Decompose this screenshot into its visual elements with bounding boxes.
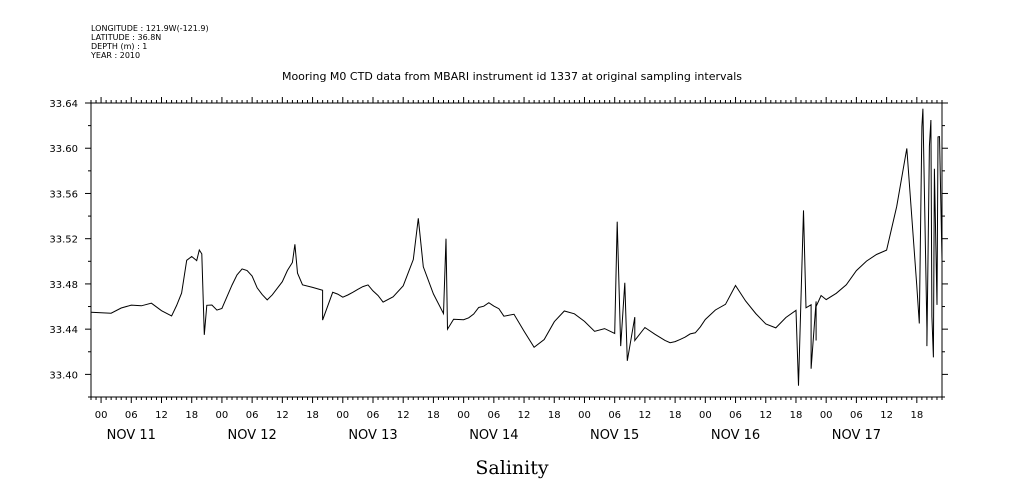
y-tick-label: 33.60 — [49, 144, 78, 155]
x-day-label: NOV 11 — [107, 428, 156, 443]
plot-frame — [90, 102, 943, 398]
x-hour-label: 12 — [759, 410, 772, 421]
x-hour-label: 06 — [367, 410, 380, 421]
y-tick-label: 33.44 — [49, 325, 78, 336]
x-hour-label: 18 — [427, 410, 440, 421]
y-tick-label: 33.48 — [49, 280, 78, 291]
x-hour-label: 12 — [518, 410, 531, 421]
x-day-label: NOV 14 — [469, 428, 518, 443]
x-axis-labels: 00 06 12 18 NOV 11 00 06 12 18 NOV 12 00 06 12 18 NOV … — [95, 410, 923, 443]
x-day-label: NOV 15 — [590, 428, 639, 443]
x-hour-label: 18 — [306, 410, 319, 421]
x-hour-label: 18 — [790, 410, 803, 421]
x-hour-label: 00 — [336, 410, 349, 421]
x-hour-label: 18 — [910, 410, 923, 421]
x-hour-label: 06 — [125, 410, 138, 421]
x-hour-label: 18 — [669, 410, 682, 421]
x-hour-label: 12 — [880, 410, 893, 421]
chart-title: Mooring M0 CTD data from MBARI instrumen… — [282, 70, 742, 83]
x-hour-label: 06 — [487, 410, 500, 421]
x-hour-label: 00 — [457, 410, 470, 421]
x-hour-label: 12 — [639, 410, 652, 421]
salinity-series — [90, 108, 943, 386]
x-hour-label: 12 — [397, 410, 410, 421]
x-day-label: NOV 16 — [711, 428, 760, 443]
x-hour-label: 06 — [729, 410, 742, 421]
depth-label: DEPTH (m) : 1 — [91, 42, 147, 51]
x-hour-label: 18 — [548, 410, 561, 421]
longitude-label: LONGITUDE : 121.9W(-121.9) — [91, 24, 209, 33]
y-tick-label: 33.52 — [49, 235, 78, 246]
x-day-label: NOV 12 — [227, 428, 276, 443]
x-axis-title: Salinity — [475, 457, 548, 479]
latitude-label: LATITUDE : 36.8N — [91, 33, 161, 42]
y-axis-labels: 33.40 33.44 33.48 33.52 33.56 33.60 33.64 — [49, 99, 78, 381]
x-day-label: NOV 13 — [348, 428, 397, 443]
x-hour-label: 06 — [246, 410, 259, 421]
salinity-line — [90, 108, 943, 386]
year-label: YEAR : 2010 — [90, 51, 140, 60]
x-hour-label: 06 — [850, 410, 863, 421]
y-tick-label: 33.56 — [49, 189, 78, 200]
x-hour-label: 00 — [820, 410, 833, 421]
x-hour-label: 00 — [578, 410, 591, 421]
x-hour-label: 12 — [155, 410, 168, 421]
x-hour-label: 00 — [216, 410, 229, 421]
x-hour-label: 00 — [95, 410, 108, 421]
axis-ticks — [85, 97, 948, 403]
y-tick-label: 33.64 — [49, 99, 78, 110]
x-hour-label: 00 — [699, 410, 712, 421]
y-tick-label: 33.40 — [49, 370, 78, 381]
x-day-label: NOV 17 — [832, 428, 881, 443]
x-hour-label: 06 — [608, 410, 621, 421]
x-hour-label: 18 — [185, 410, 198, 421]
x-hour-label: 12 — [276, 410, 289, 421]
